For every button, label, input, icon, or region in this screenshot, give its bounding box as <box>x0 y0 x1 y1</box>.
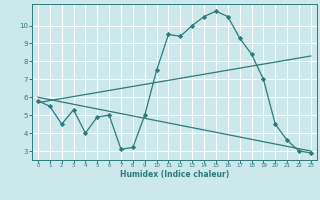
X-axis label: Humidex (Indice chaleur): Humidex (Indice chaleur) <box>120 170 229 179</box>
